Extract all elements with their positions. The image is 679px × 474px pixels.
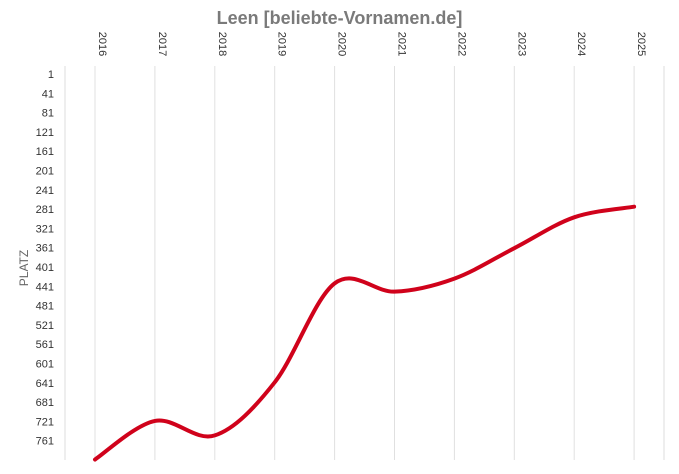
y-tick-label: 401 — [36, 262, 54, 274]
data-point-2019 — [273, 380, 277, 384]
data-point-2018 — [213, 433, 217, 437]
x-tick-label: 2022 — [455, 32, 467, 56]
y-tick-label: 601 — [36, 359, 54, 371]
x-tick-label: 2018 — [216, 32, 228, 56]
series-line — [93, 204, 637, 462]
y-tick-label: 361 — [36, 243, 54, 255]
data-point-2016 — [93, 458, 97, 462]
y-tick-label: 1 — [48, 69, 54, 81]
y-tick-label: 161 — [36, 146, 54, 158]
x-tick-label: 2021 — [396, 32, 408, 56]
y-tick-label: 481 — [36, 301, 54, 313]
y-axis-ticks: 1 41 81 121 161 201 241 281 321 361 401 441 481 521 56… — [36, 69, 54, 448]
data-point-2020 — [333, 281, 337, 285]
y-tick-label: 761 — [36, 436, 54, 448]
y-tick-label: 201 — [36, 166, 54, 178]
y-tick-label: 321 — [36, 223, 54, 235]
series-group — [93, 204, 637, 462]
y-axis-label: PLATZ — [17, 250, 31, 286]
y-tick-label: 241 — [36, 185, 54, 197]
y-tick-label: 441 — [36, 281, 54, 293]
y-tick-label: 281 — [36, 204, 54, 216]
y-tick-label: 641 — [36, 378, 54, 390]
data-point-2024 — [572, 215, 576, 219]
y-tick-label: 681 — [36, 397, 54, 409]
data-point-2017 — [153, 419, 157, 423]
x-axis-ticks: 2016 2017 2018 2019 2020 2021 2022 2023 2024 2025 — [96, 32, 647, 56]
x-tick-label: 2017 — [156, 32, 168, 56]
x-tick-label: 2016 — [96, 32, 108, 56]
y-tick-label: 561 — [36, 339, 54, 351]
chart-title: Leen [beliebte-Vornamen.de] — [216, 8, 463, 28]
y-tick-label: 121 — [36, 127, 54, 139]
y-tick-label: 81 — [42, 108, 54, 120]
y-tick-label: 41 — [42, 88, 54, 100]
x-tick-label: 2023 — [515, 32, 527, 56]
x-tick-label: 2024 — [575, 32, 587, 56]
data-point-2023 — [512, 246, 516, 250]
y-tick-label: 521 — [36, 320, 54, 332]
data-point-2025 — [632, 205, 636, 209]
x-tick-label: 2019 — [276, 32, 288, 56]
vertical-grid — [64, 66, 665, 460]
x-tick-label: 2025 — [635, 32, 647, 56]
x-tick-label: 2020 — [336, 32, 348, 56]
data-point-2022 — [452, 277, 456, 281]
y-tick-label: 721 — [36, 416, 54, 428]
data-point-2021 — [393, 290, 397, 294]
